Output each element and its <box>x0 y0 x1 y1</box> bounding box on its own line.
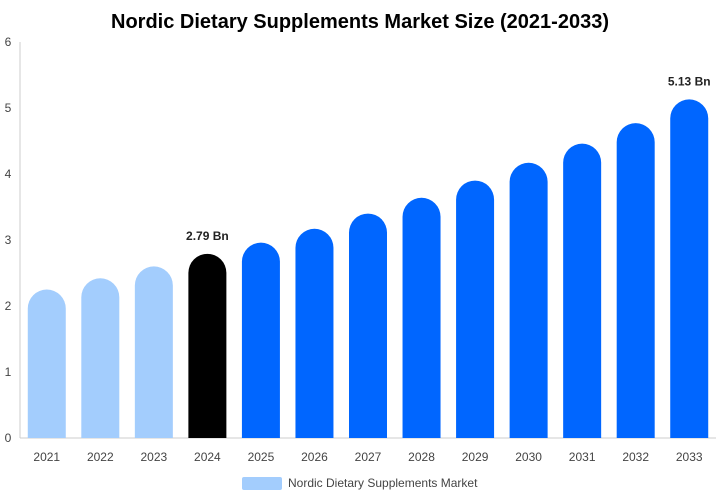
y-tick-label: 4 <box>5 167 12 181</box>
x-tick-label: 2022 <box>87 450 114 464</box>
x-tick-label: 2030 <box>515 450 542 464</box>
x-tick-label: 2025 <box>248 450 275 464</box>
legend-swatch <box>242 477 282 490</box>
bar-2024 <box>188 253 227 438</box>
x-tick-label: 2032 <box>622 450 649 464</box>
bar-2021 <box>27 289 66 438</box>
bar-2032 <box>616 123 655 438</box>
bar-2023 <box>134 266 173 438</box>
x-axis: 2021 2022 2023 2024 2025 2026 2027 2028 2029 2030… <box>20 437 716 464</box>
y-tick-label: 3 <box>5 233 12 247</box>
x-tick-label: 2024 <box>194 450 221 464</box>
x-tick-label: 2023 <box>140 450 167 464</box>
bar-2033 <box>670 99 709 439</box>
x-tick-label: 2026 <box>301 450 328 464</box>
bar-2028 <box>402 197 441 438</box>
data-labels-group: 2.79 Bn 5.13 Bn <box>186 74 711 242</box>
chart-title: Nordic Dietary Supplements Market Size (… <box>111 11 609 33</box>
x-tick-label: 2029 <box>462 450 489 464</box>
y-tick-label: 1 <box>5 365 12 379</box>
y-tick-label: 6 <box>5 35 12 49</box>
bar-2027 <box>349 213 387 438</box>
y-axis: 0 1 2 3 4 5 6 <box>5 35 21 445</box>
data-label-2033: 5.13 Bn <box>668 74 711 88</box>
x-tick-label: 2028 <box>408 450 435 464</box>
x-tick-label: 2033 <box>676 450 703 464</box>
y-tick-label: 2 <box>5 299 12 313</box>
bar-2022 <box>81 278 120 438</box>
legend-label: Nordic Dietary Supplements Market <box>288 476 478 490</box>
legend: Nordic Dietary Supplements Market <box>242 476 478 490</box>
bar-2029 <box>456 180 495 438</box>
bar-2025 <box>241 242 280 438</box>
x-tick-label: 2027 <box>355 450 382 464</box>
data-label-2024: 2.79 Bn <box>186 229 229 243</box>
y-tick-label: 0 <box>5 431 12 445</box>
x-tick-label: 2021 <box>33 450 60 464</box>
bars-group <box>27 99 709 439</box>
x-tick-label: 2031 <box>569 450 596 464</box>
y-tick-label: 5 <box>5 101 12 115</box>
bar-2031 <box>563 143 602 438</box>
bar-2030 <box>509 162 548 438</box>
bar-2026 <box>295 228 334 438</box>
